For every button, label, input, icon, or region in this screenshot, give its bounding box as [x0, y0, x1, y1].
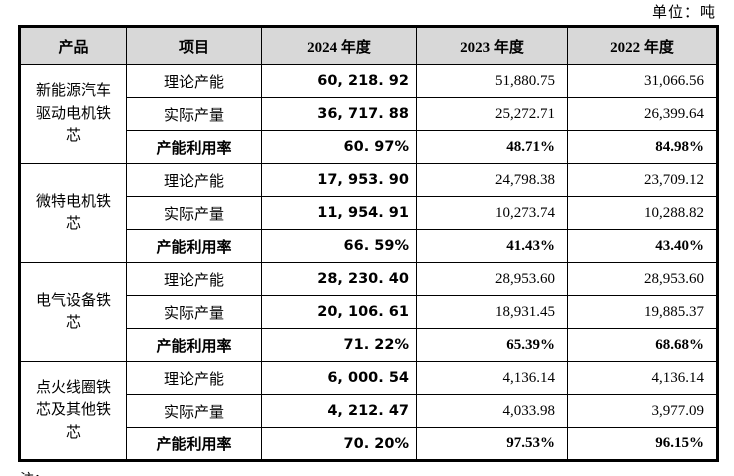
item-cell: 理论产能: [126, 163, 262, 197]
table-row: 产能利用率 70. 20% 97.53% 96.15%: [20, 427, 718, 461]
item-cell: 实际产量: [126, 295, 262, 329]
value-2022: 4,136.14: [567, 361, 718, 395]
table-row: 微特电机铁芯 理论产能 17, 953. 90 24,798.38 23,709…: [19, 163, 718, 263]
value-2023: 41.43%: [416, 229, 568, 263]
item-cell: 实际产量: [126, 97, 262, 131]
table-row: 产能利用率 66. 59% 41.43% 43.40%: [20, 229, 718, 263]
table-row: 点火线圈铁芯及其他铁芯 理论产能 6, 000. 54 4,136.14 4,1…: [19, 361, 718, 461]
capacity-table: 产品 项目 2024 年度 2023 年度 2022 年度 新能源汽车驱动电机铁…: [18, 25, 719, 462]
item-cell: 产能利用率: [126, 229, 262, 263]
col-header-product: 产品: [19, 26, 127, 65]
unit-label: 单位：吨: [651, 5, 716, 21]
value-2023: 4,033.98: [416, 394, 568, 428]
product-cell: 新能源汽车驱动电机铁芯: [19, 64, 127, 164]
header-row: 产品 项目 2024 年度 2023 年度 2022 年度: [19, 26, 718, 65]
item-cell: 理论产能: [126, 262, 262, 296]
value-2024: 4, 212. 47: [261, 394, 417, 428]
table-row: 实际产量 4, 212. 47 4,033.98 3,977.09: [20, 394, 718, 428]
table-row: 新能源汽车驱动电机铁芯 理论产能 60, 218. 92 51,880.75 3…: [19, 64, 718, 164]
item-cell: 实际产量: [126, 394, 262, 428]
value-2024: 17, 953. 90: [261, 163, 417, 197]
value-2023: 51,880.75: [416, 64, 568, 98]
value-2022: 10,288.82: [567, 196, 718, 230]
note-partial-text: 注：: [20, 469, 48, 476]
value-2024: 28, 230. 40: [261, 262, 417, 296]
item-cell: 实际产量: [126, 196, 262, 230]
value-2022: 84.98%: [567, 130, 718, 164]
value-2023: 28,953.60: [416, 262, 568, 296]
table-row: 产能利用率 60. 97% 48.71% 84.98%: [20, 130, 718, 164]
value-2024: 60, 218. 92: [261, 64, 417, 98]
product-cell: 微特电机铁芯: [19, 163, 127, 263]
value-2022: 96.15%: [567, 427, 718, 461]
item-cell: 理论产能: [126, 64, 262, 98]
product-cell: 电气设备铁芯: [19, 262, 127, 362]
value-2022: 43.40%: [567, 229, 718, 263]
value-2024: 66. 59%: [261, 229, 417, 263]
item-cell: 理论产能: [126, 361, 262, 395]
value-2022: 28,953.60: [567, 262, 718, 296]
value-2024: 71. 22%: [261, 328, 417, 362]
value-2024: 20, 106. 61: [261, 295, 417, 329]
value-2022: 31,066.56: [567, 64, 718, 98]
value-2024: 11, 954. 91: [261, 196, 417, 230]
value-2024: 60. 97%: [261, 130, 417, 164]
value-2024: 36, 717. 88: [261, 97, 417, 131]
product-cell: 点火线圈铁芯及其他铁芯: [19, 361, 127, 461]
col-header-2022: 2022 年度: [567, 26, 718, 65]
value-2023: 48.71%: [416, 130, 568, 164]
value-2023: 97.53%: [416, 427, 568, 461]
value-2022: 26,399.64: [567, 97, 718, 131]
col-header-2023: 2023 年度: [416, 26, 568, 65]
item-cell: 产能利用率: [126, 328, 262, 362]
value-2022: 68.68%: [567, 328, 718, 362]
value-2023: 4,136.14: [416, 361, 568, 395]
value-2024: 70. 20%: [261, 427, 417, 461]
table-row: 产能利用率 71. 22% 65.39% 68.68%: [20, 328, 718, 362]
value-2022: 3,977.09: [567, 394, 718, 428]
value-2023: 18,931.45: [416, 295, 568, 329]
value-2024: 6, 000. 54: [261, 361, 417, 395]
value-2023: 10,273.74: [416, 196, 568, 230]
value-2022: 23,709.12: [567, 163, 718, 197]
value-2022: 19,885.37: [567, 295, 718, 329]
table-row: 实际产量 11, 954. 91 10,273.74 10,288.82: [20, 196, 718, 230]
value-2023: 25,272.71: [416, 97, 568, 131]
col-header-item: 项目: [126, 26, 262, 65]
table-row: 实际产量 20, 106. 61 18,931.45 19,885.37: [20, 295, 718, 329]
col-header-2024: 2024 年度: [261, 26, 417, 65]
value-2023: 65.39%: [416, 328, 568, 362]
table-row: 实际产量 36, 717. 88 25,272.71 26,399.64: [20, 97, 718, 131]
item-cell: 产能利用率: [126, 130, 262, 164]
table-row: 电气设备铁芯 理论产能 28, 230. 40 28,953.60 28,953…: [19, 262, 718, 362]
item-cell: 产能利用率: [126, 427, 262, 461]
value-2023: 24,798.38: [416, 163, 568, 197]
